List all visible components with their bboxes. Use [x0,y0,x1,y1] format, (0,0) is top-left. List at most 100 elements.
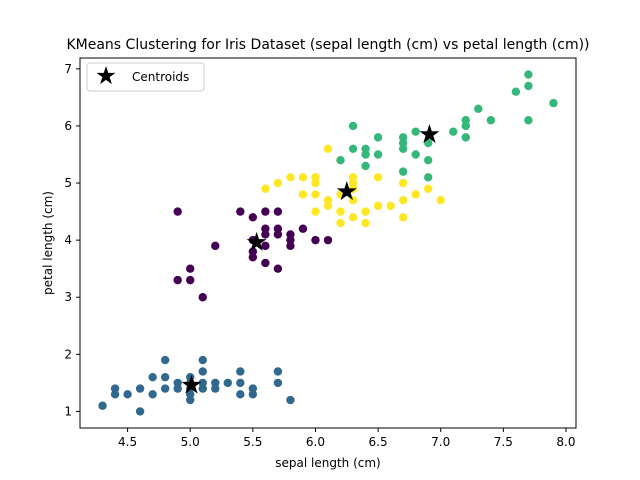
cluster-2-point [361,218,370,228]
cluster-3-point [424,138,433,148]
cluster-0-point [198,355,207,365]
cluster-0-point [273,378,283,388]
cluster-1-point [323,235,333,245]
cluster-0-point [160,372,170,382]
cluster-3-point [449,127,458,136]
cluster-1-point [248,213,258,222]
legend-star-marker [96,66,116,85]
cluster-2-point [298,190,308,199]
cluster-2-point [373,201,383,211]
cluster-0-point [248,384,258,393]
y-tick-label: 7 [64,62,72,76]
cluster-0-point [135,407,145,416]
cluster-3-point [486,116,496,125]
cluster-2-point [261,184,270,193]
cluster-0-point [236,390,245,399]
cluster-3-point [524,116,533,125]
cluster-0-point [198,367,207,376]
cluster-0-point [173,378,182,388]
cluster-3-point [424,173,433,182]
cluster-2-point [336,207,345,216]
cluster-0-point [236,378,245,388]
cluster-1-point [186,264,195,273]
cluster-3-point [361,161,370,171]
cluster-0-point [223,378,232,388]
cluster-2-point [436,195,445,205]
x-tick-label: 7.0 [431,435,450,449]
cluster-3-point [348,144,358,153]
legend-box [86,62,205,92]
cluster-1-point [173,207,182,216]
cluster-0-point [236,367,245,376]
cluster-2-point [311,207,320,216]
y-tick-label: 5 [64,176,72,190]
legend-star-icon [96,66,116,85]
cluster-1-point [286,230,295,239]
cluster-0-point [211,378,220,388]
cluster-2-point [386,201,395,211]
cluster-0-point [160,384,170,393]
y-tick-label: 4 [64,233,72,247]
cluster-1-point [211,241,220,251]
y-tick-label: 1 [64,404,72,418]
x-axis-ticks: 4.5 5.0 5.5 6.0 6.5 7.0 7.5 8.0 [118,428,576,449]
cluster-2-point [273,178,283,188]
cluster-3-point [361,144,370,153]
x-tick-label: 5.0 [181,435,200,449]
cluster-2-point [398,178,408,188]
cluster-3-point [524,70,533,79]
cluster-2-point [348,173,358,182]
y-axis-label: petal length (cm) [41,191,55,295]
cluster-0-point [286,395,295,405]
x-tick-label: 4.5 [118,435,137,449]
cluster-2-point [323,144,333,153]
cluster-2-point [311,190,320,199]
cluster-3-point [461,116,470,125]
cluster-3-point [524,81,533,91]
cluster-2-point [398,195,408,205]
cluster-3-point [348,121,358,131]
cluster-2-point [398,213,408,222]
cluster-1-point [273,264,283,273]
cluster-3-point [336,156,345,165]
cluster-1-point [198,293,207,302]
plot-frame [79,57,577,429]
cluster-1-point [298,224,308,233]
y-axis-ticks: 1 2 3 4 5 6 7 [64,62,80,418]
x-tick-label: 5.5 [243,435,262,449]
cluster-3-point [474,104,483,114]
cluster-3-point [411,127,420,136]
cluster-2-point [424,184,433,193]
cluster-0-point [110,384,120,393]
cluster-0-point [98,401,107,410]
chart-title: KMeans Clustering for Iris Dataset (sepa… [66,37,589,53]
cluster-1-point [186,275,195,285]
cluster-2-point [361,207,370,216]
cluster-3-point [373,150,383,159]
cluster-3-point [411,150,420,159]
cluster-1-point [261,241,270,251]
cluster-0-point [135,384,145,393]
cluster-1-point [261,258,270,268]
cluster-2-point [373,173,383,182]
cluster-3-point [511,87,521,96]
cluster-1-point [273,207,283,216]
cluster-3-point [461,133,470,142]
centroid-star-marker [181,374,202,394]
x-tick-label: 7.5 [494,435,513,449]
cluster-0-point [273,367,283,376]
y-tick-label: 3 [64,290,72,304]
x-tick-label: 6.0 [306,435,325,449]
cluster-2-point [348,213,358,222]
y-tick-label: 6 [64,119,72,133]
cluster-3-point [424,156,433,165]
cluster-2-point [311,173,320,182]
points-layer [98,70,558,416]
y-tick-label: 2 [64,347,72,361]
x-tick-label: 6.5 [369,435,388,449]
cluster-0-point [198,378,207,388]
cluster-3-point [549,98,558,108]
cluster-1-point [261,207,270,216]
cluster-2-point [323,195,333,205]
